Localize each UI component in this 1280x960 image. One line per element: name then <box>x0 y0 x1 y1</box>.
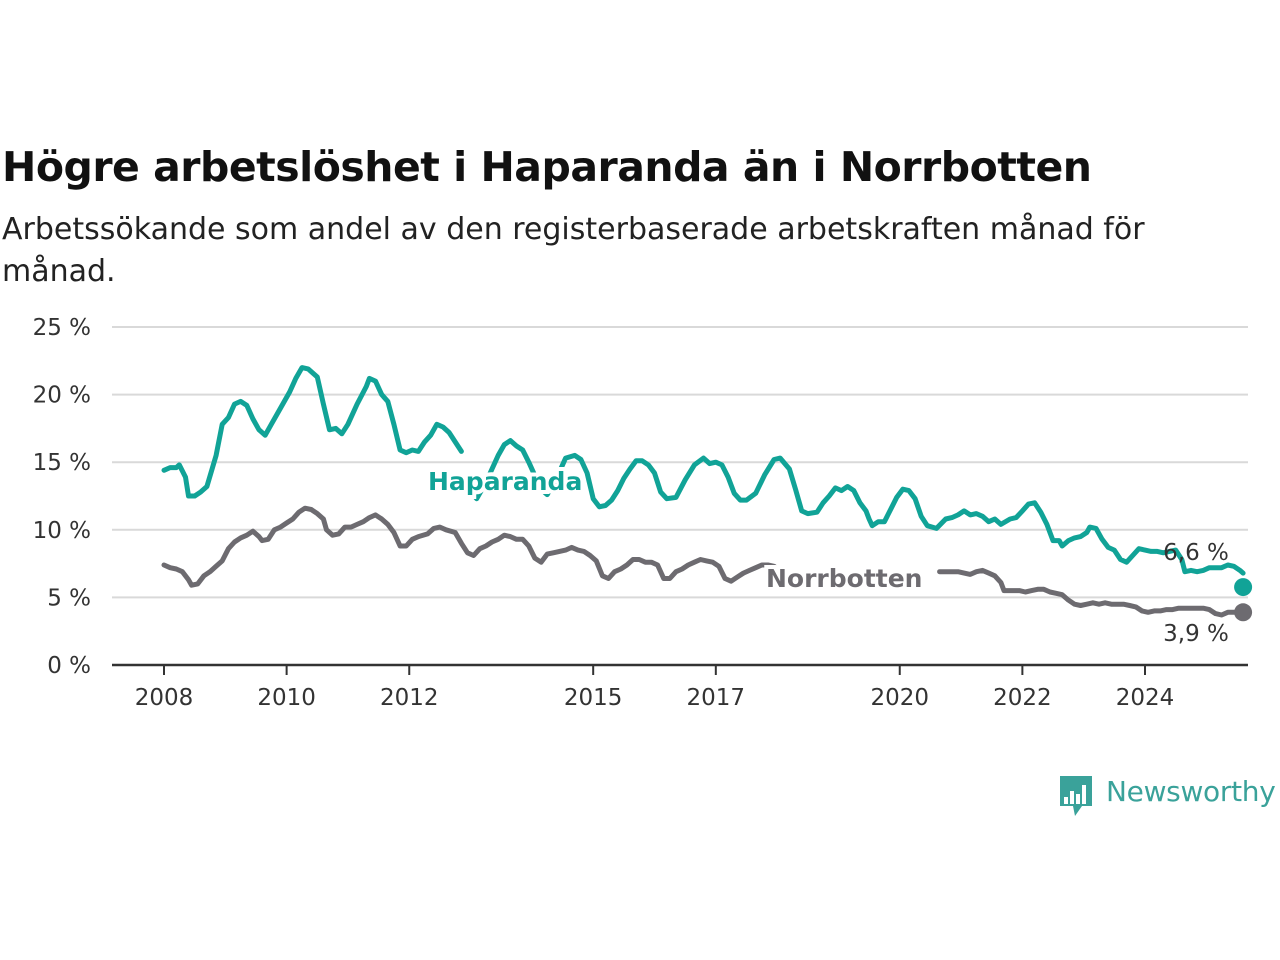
chart-subtitle: Arbetssökande som andel av den registerb… <box>2 212 1145 289</box>
haparanda-series-label: Haparanda <box>428 467 582 496</box>
gridlines <box>112 326 1248 667</box>
x-tick-label: 2008 <box>135 685 194 711</box>
norrbotten-line <box>937 567 1246 618</box>
norrbotten-series-label: Norrbotten <box>766 564 922 593</box>
haparanda-end-marker <box>1234 578 1253 597</box>
series-lines <box>161 365 1246 618</box>
x-tick-label: 2017 <box>687 685 746 711</box>
haparanda-line <box>468 438 1246 576</box>
norrbotten-line <box>161 505 814 588</box>
bar-chart-speech-bubble-icon <box>1060 776 1092 816</box>
y-tick-label: 10 % <box>33 518 91 544</box>
newsworthy-logo: Newsworthy <box>1058 772 1280 820</box>
norrbotten-end-value: 3,9 % <box>1163 621 1229 647</box>
x-tick-label: 2020 <box>870 685 929 711</box>
brand-name: Newsworthy <box>1106 775 1276 808</box>
y-tick-label: 0 % <box>47 653 91 679</box>
norrbotten-end-marker <box>1234 603 1253 622</box>
x-axis-ticks: 2008 2010 2012 2015 2017 2020 2022 2024 <box>135 665 1175 711</box>
haparanda-end-value: 6,6 % <box>1163 540 1229 566</box>
y-tick-label: 20 % <box>33 383 91 409</box>
x-tick-label: 2024 <box>1116 685 1175 711</box>
chart-title: Högre arbetslöshet i Haparanda än i Norr… <box>2 143 1092 191</box>
x-tick-label: 2015 <box>564 685 623 711</box>
y-axis-ticks: 0 % 5 % 10 % 15 % 20 % 25 % <box>33 315 91 679</box>
haparanda-line <box>161 365 464 499</box>
y-tick-label: 5 % <box>47 585 91 611</box>
x-tick-label: 2010 <box>257 685 316 711</box>
y-tick-label: 25 % <box>33 315 91 341</box>
series-labels: 6,6 % 3,9 % Haparanda Norrbotten <box>424 463 1253 647</box>
x-tick-label: 2022 <box>993 685 1052 711</box>
y-tick-label: 15 % <box>33 450 91 476</box>
x-tick-label: 2012 <box>380 685 439 711</box>
